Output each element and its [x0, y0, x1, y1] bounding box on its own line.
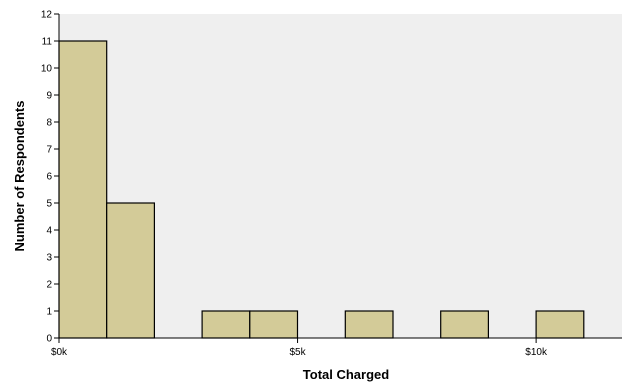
y-axis-title: Number of Respondents	[12, 101, 27, 252]
histogram-bar	[58, 40, 108, 339]
y-tick-label: 7	[46, 145, 52, 156]
histogram-bar	[440, 310, 490, 339]
bars-group	[58, 40, 585, 339]
histogram-bar	[201, 310, 251, 339]
y-tick-label: 2	[46, 280, 52, 291]
histogram-bar	[249, 310, 299, 339]
histogram-bar	[344, 310, 394, 339]
y-tick-label: 4	[46, 226, 52, 237]
y-tick-label: 3	[46, 253, 52, 264]
y-tick-label: 9	[46, 91, 52, 102]
x-tick-label: $5k	[289, 347, 306, 358]
y-tick-label: 6	[46, 172, 52, 183]
x-axis-title: Total Charged	[303, 367, 389, 382]
y-tick-label: 0	[46, 334, 52, 345]
y-tick-label: 1	[46, 307, 52, 318]
x-tick-label: $0k	[51, 347, 68, 358]
histogram-bar	[106, 202, 155, 339]
y-tick-label: 5	[46, 199, 52, 210]
y-tick-label: 8	[46, 118, 52, 129]
y-tick-label: 11	[42, 37, 53, 48]
histogram-bar	[535, 310, 585, 339]
y-tick-label: 10	[41, 64, 53, 75]
x-tick-label: $10k	[525, 347, 548, 358]
y-tick-label: 12	[41, 10, 53, 21]
x-ticks-group: $0k $5k $10k	[51, 338, 548, 358]
